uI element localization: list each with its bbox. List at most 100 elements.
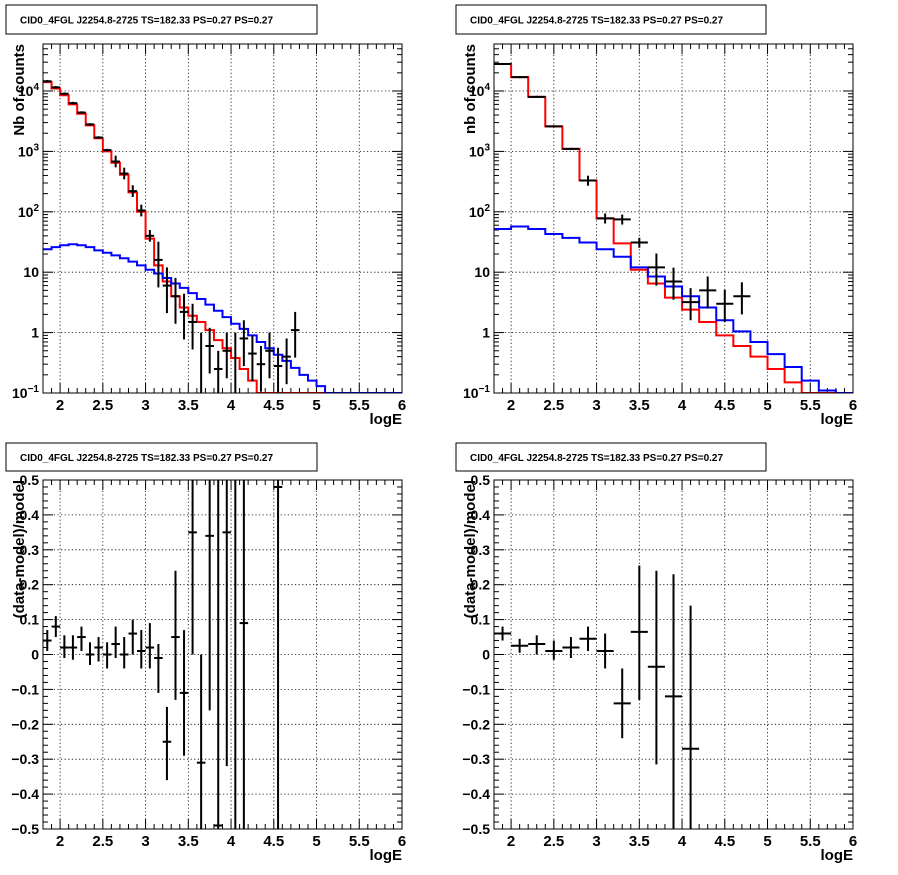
axis-ticks (493, 479, 854, 830)
y-tick-label: 0 (482, 647, 490, 663)
x-tick-label: 6 (398, 397, 406, 414)
x-tick-label: 3.5 (629, 833, 650, 850)
grid (494, 44, 853, 393)
x-tick-label: 4.5 (714, 397, 735, 414)
x-tick-label: 3 (592, 397, 600, 414)
x-axis-label: logE (370, 847, 403, 864)
x-tick-label: 5 (763, 833, 771, 850)
grid (43, 480, 402, 829)
y-tick-label: 103 (469, 142, 491, 159)
x-tick-label: 6 (849, 397, 857, 414)
title-box (455, 4, 767, 35)
y-tick-label: 10−1 (12, 384, 39, 401)
y-axis-label: (data-model)/model (462, 480, 479, 618)
axis-ticks (493, 43, 854, 394)
y-tick-label: 0.4 (471, 507, 491, 523)
y-tick-label: 0.3 (471, 542, 491, 558)
x-tick-label: 5 (312, 397, 320, 414)
x-tick-label: 2.5 (92, 833, 113, 850)
x-tick-label: 3 (141, 833, 149, 850)
source-model-line (494, 225, 853, 393)
y-tick-label: 102 (18, 203, 40, 220)
x-tick-label: 5.5 (349, 833, 370, 850)
y-tick-label: 104 (469, 82, 491, 99)
panel-residuals-right: CID0_4FGL J2254.8-2725 TS=182.33 PS=0.27… (455, 442, 857, 864)
x-axis-label: logE (821, 411, 854, 428)
x-tick-label: 5.5 (800, 397, 821, 414)
x-tick-label: 4 (227, 833, 236, 850)
y-axis-label: (data-model)/model (11, 480, 28, 618)
plot-area (43, 79, 402, 393)
x-tick-label: 4.5 (263, 397, 284, 414)
y-tick-label: −0.5 (11, 821, 39, 837)
x-tick-label: 2 (507, 397, 515, 414)
y-axis-label: Nb of counts (11, 44, 28, 136)
x-tick-label: 4 (678, 397, 687, 414)
y-tick-label: 0.5 (20, 472, 40, 488)
y-tick-label: −0.3 (462, 751, 490, 767)
plot-area (494, 565, 700, 829)
x-tick-label: 4 (678, 833, 687, 850)
y-tick-label: 0.3 (20, 542, 40, 558)
x-tick-label: 5.5 (349, 397, 370, 414)
x-tick-label: 4.5 (714, 833, 735, 850)
y-tick-label: −0.5 (462, 821, 490, 837)
x-tick-label: 2 (507, 833, 515, 850)
y-tick-label: −0.2 (462, 716, 490, 732)
y-axis-label: nb of counts (462, 44, 479, 134)
y-tick-label: 1 (482, 325, 490, 341)
y-tick-label: −0.4 (11, 786, 39, 802)
y-tick-label: 10 (474, 264, 490, 280)
grid (494, 480, 853, 829)
total-model-line (494, 62, 853, 393)
y-tick-label: −0.3 (11, 751, 39, 767)
x-tick-label: 2.5 (543, 397, 564, 414)
panel-residuals-left: CID0_4FGL J2254.8-2725 TS=182.33 PS=0.27… (5, 442, 406, 864)
y-tick-label: 0 (31, 647, 39, 663)
y-tick-label: 104 (18, 82, 40, 99)
plot-frame (42, 479, 403, 830)
x-tick-label: 2 (56, 833, 64, 850)
x-tick-label: 3.5 (178, 397, 199, 414)
axis-ticks (42, 479, 403, 830)
y-tick-label: 0.1 (471, 612, 491, 628)
x-tick-label: 3 (141, 397, 149, 414)
y-tick-label: −0.2 (11, 716, 39, 732)
y-tick-label: 10−1 (463, 384, 490, 401)
chart-title: CID0_4FGL J2254.8-2725 TS=182.33 PS=0.27… (470, 453, 723, 464)
y-tick-label: 0.1 (20, 612, 40, 628)
x-tick-label: 4.5 (263, 833, 284, 850)
chart-title: CID0_4FGL J2254.8-2725 TS=182.33 PS=0.27… (20, 453, 273, 464)
plot-area (43, 480, 283, 829)
y-tick-label: 0.5 (471, 472, 491, 488)
y-tick-label: −0.1 (11, 681, 39, 697)
x-tick-label: 2.5 (543, 833, 564, 850)
y-tick-label: 0.4 (20, 507, 40, 523)
grid (43, 44, 402, 393)
y-tick-label: 10 (23, 264, 39, 280)
x-tick-label: 2.5 (92, 397, 113, 414)
x-axis-label: logE (821, 847, 854, 864)
panel-counts-right: CID0_4FGL J2254.8-2725 TS=182.33 PS=0.27… (455, 4, 857, 428)
y-tick-label: −0.1 (462, 681, 490, 697)
plot-frame (493, 479, 854, 830)
y-tick-label: −0.4 (462, 786, 490, 802)
chart-title: CID0_4FGL J2254.8-2725 TS=182.33 PS=0.27… (20, 16, 273, 27)
chart-title: CID0_4FGL J2254.8-2725 TS=182.33 PS=0.27… (470, 16, 723, 27)
x-tick-label: 3.5 (629, 397, 650, 414)
total-model-line (43, 81, 402, 393)
x-tick-label: 3.5 (178, 833, 199, 850)
plot-area (494, 62, 853, 393)
x-axis-label: logE (370, 411, 403, 428)
y-tick-label: 0.2 (471, 577, 491, 593)
plot-frame (42, 43, 403, 394)
x-tick-label: 5.5 (800, 833, 821, 850)
panel-counts-left: CID0_4FGL J2254.8-2725 TS=182.33 PS=0.27… (5, 4, 406, 428)
source-model-line (43, 243, 402, 393)
title-box (5, 4, 318, 35)
x-tick-label: 6 (849, 833, 857, 850)
y-tick-label: 102 (469, 203, 491, 220)
x-tick-label: 4 (227, 397, 236, 414)
axis-ticks (42, 43, 403, 394)
